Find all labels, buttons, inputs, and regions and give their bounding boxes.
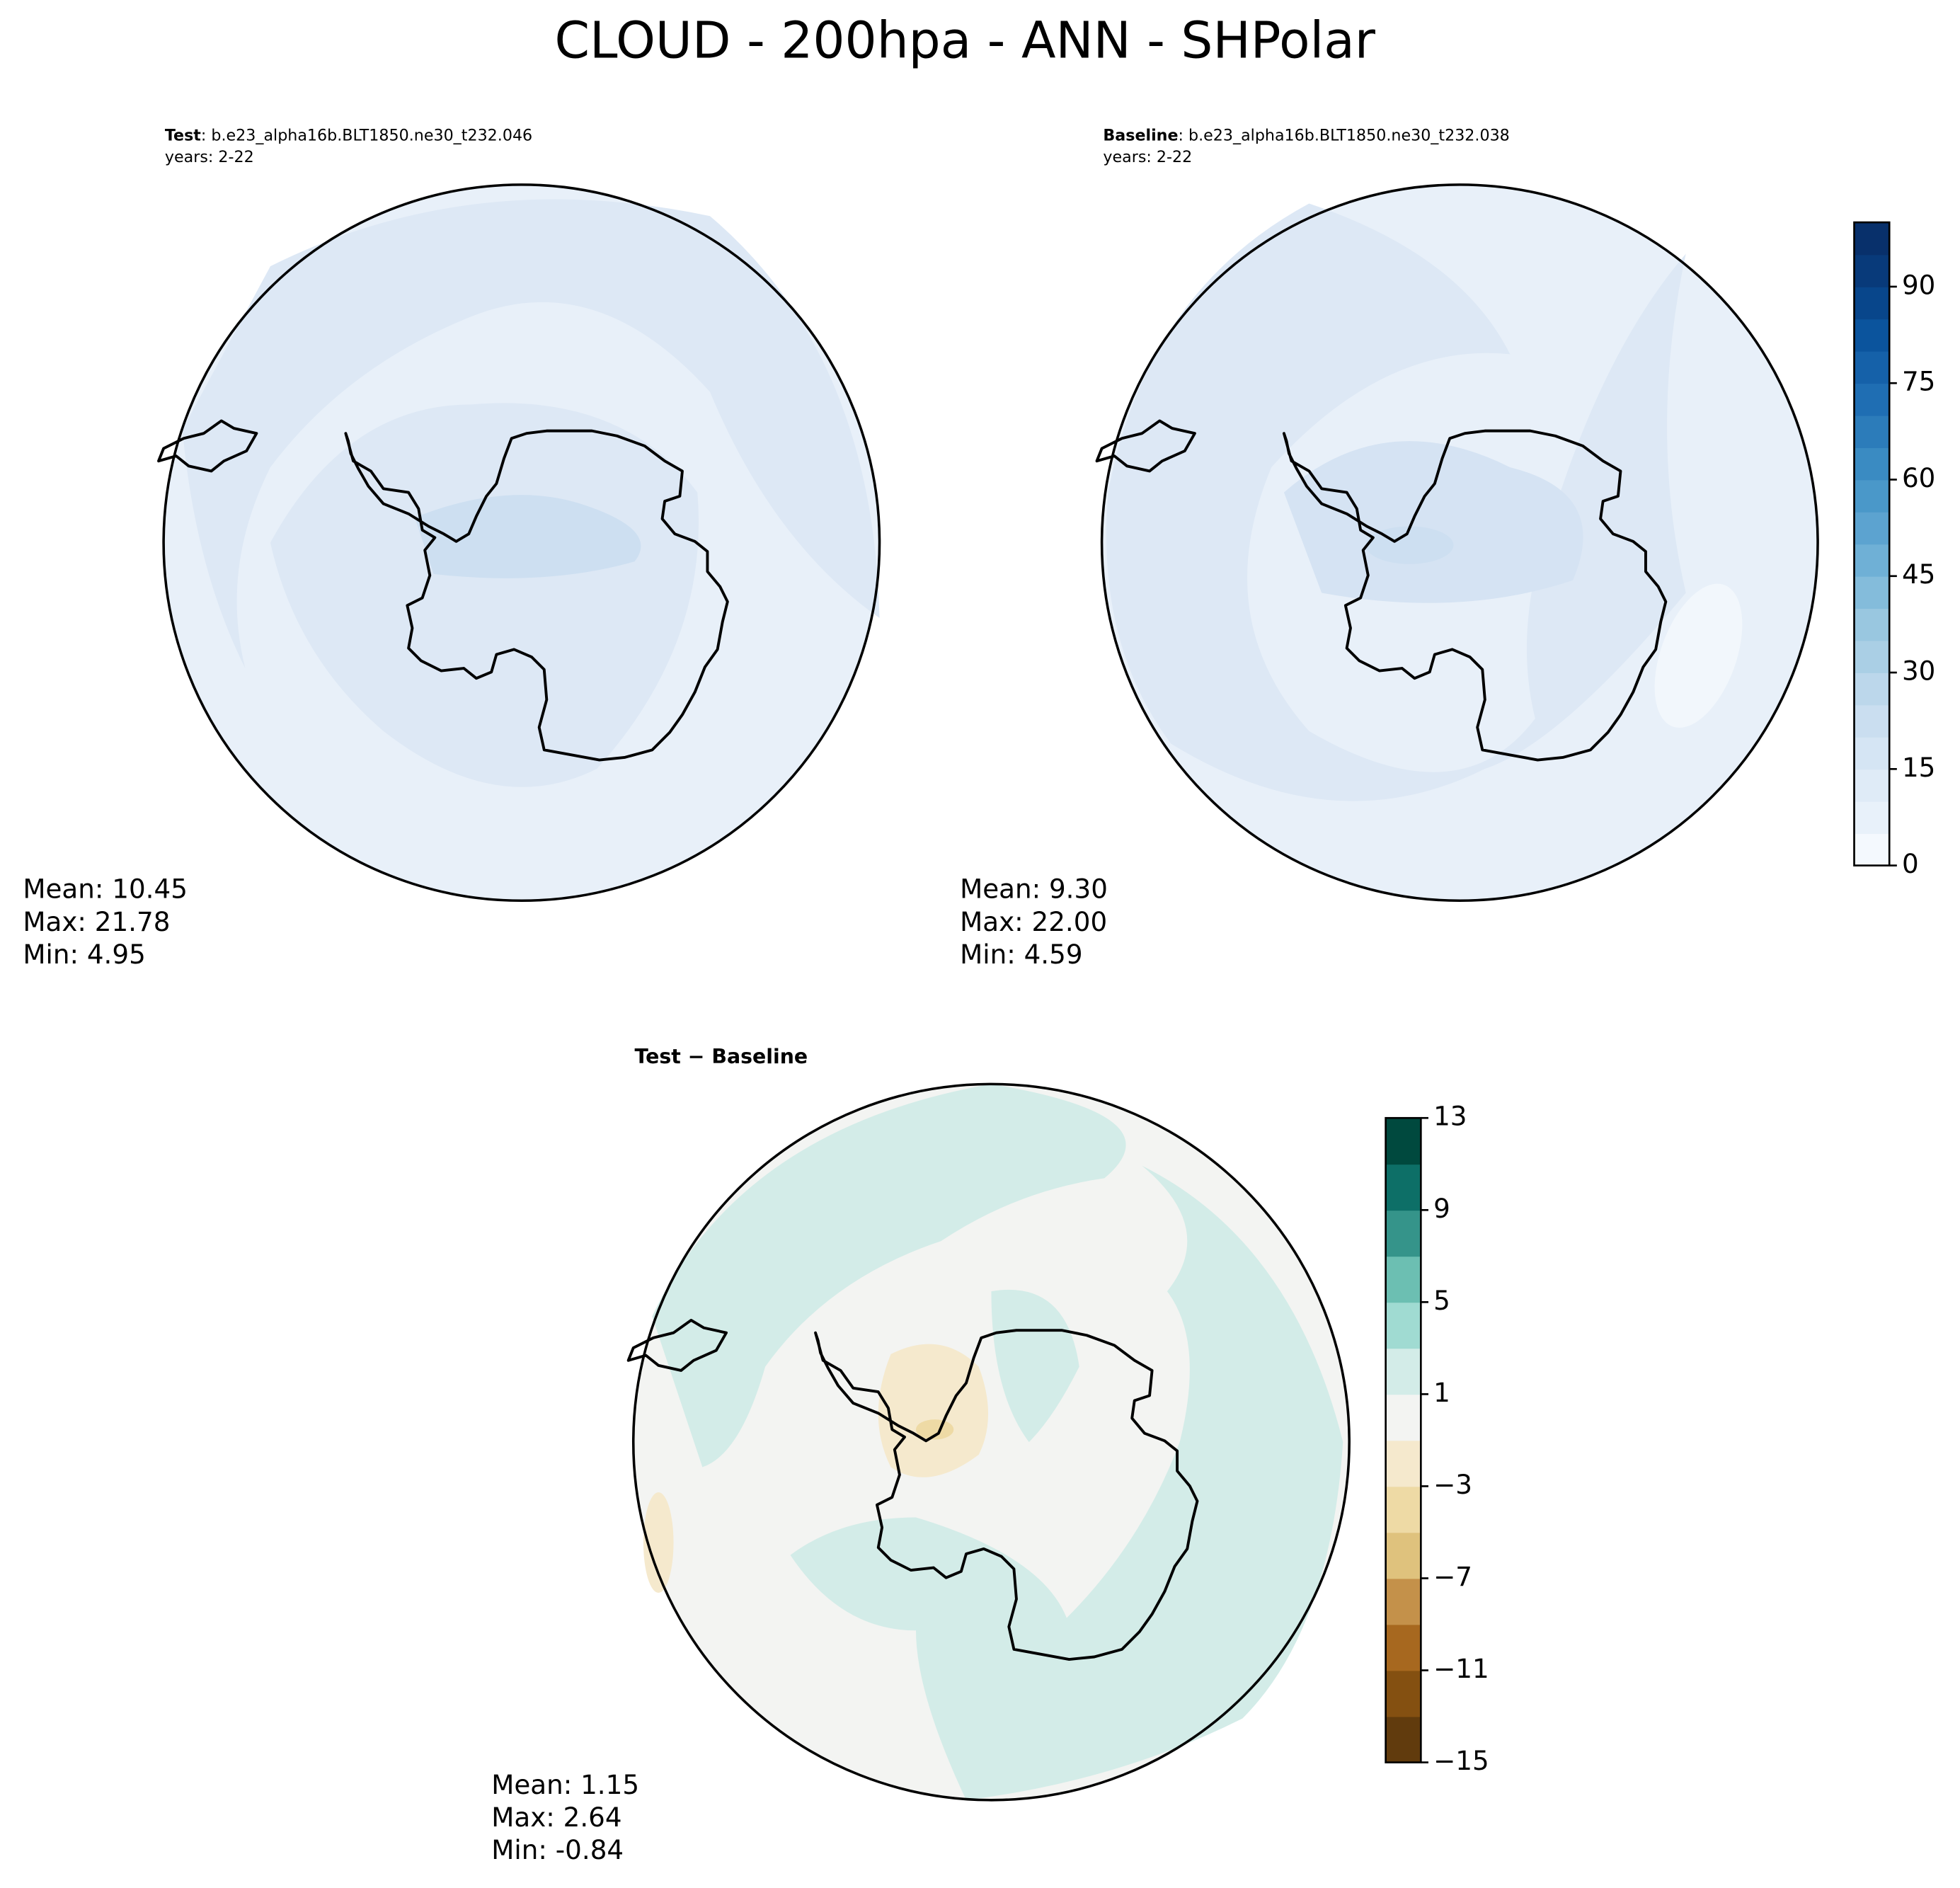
panel-difference: Test − Baseline Mean: 1.15 Max: 2.64 Min… (491, 1045, 1351, 1865)
years: years: 2-22 (165, 148, 254, 166)
colorbar-tick-label: −7 (1433, 1561, 1472, 1592)
stat: Mean: 9.30 (960, 874, 1108, 905)
colorbar-band (1854, 704, 1890, 738)
map (626, 1082, 1351, 1802)
colorbar-frame (1385, 1116, 1422, 1763)
colorbar-band (1854, 222, 1890, 256)
colorbar-tick-label: 30 (1902, 656, 1935, 687)
colorbar-tick-label: −11 (1433, 1653, 1489, 1684)
colorbar-tick-label: 15 (1902, 752, 1935, 783)
colorbar-band (1854, 576, 1890, 610)
colorbar-tick-label: 90 (1902, 269, 1935, 300)
field-contour (1283, 441, 1583, 603)
panel-baseline: Baseline: b.e23_alpha16b.BLT1850.ne30_t2… (960, 127, 1819, 970)
panel-header: Baseline: b.e23_alpha16b.BLT1850.ne30_t2… (1103, 127, 1509, 145)
panel-header: Test: b.e23_alpha16b.BLT1850.ne30_t232.0… (165, 127, 532, 145)
colorbar-band (1854, 254, 1890, 287)
colorbar-band (1854, 769, 1890, 802)
years: years: 2-22 (1103, 148, 1192, 166)
colorbar-band (1385, 1532, 1421, 1579)
stat: Max: 21.78 (23, 906, 170, 937)
colorbar-band (1854, 608, 1890, 641)
field-contour (991, 1289, 1079, 1443)
panel-title: Test − Baseline (635, 1045, 808, 1068)
colorbar-band (1385, 1118, 1421, 1165)
field-contour (270, 403, 699, 787)
panel-test: Test: b.e23_alpha16b.BLT1850.ne30_t232.0… (23, 127, 881, 970)
colorbar-band (1854, 350, 1890, 384)
case-name: : b.e23_alpha16b.BLT1850.ne30_t232.038 (1179, 127, 1510, 145)
stat: Min: 4.59 (960, 939, 1082, 970)
colorbar-tick-label: −15 (1433, 1745, 1489, 1776)
colorbar-band (1385, 1348, 1421, 1395)
field-contour (878, 1344, 989, 1477)
colorbar-band (1854, 833, 1890, 866)
colorbar-band (1854, 447, 1890, 481)
field-contour (652, 1084, 1126, 1468)
colorbar-tick-label: 9 (1433, 1193, 1450, 1224)
colorbar-tick-label: −3 (1433, 1469, 1472, 1500)
colorbar-band (1385, 1670, 1421, 1717)
field-contour (182, 199, 880, 669)
colorbar-tick-label: 60 (1902, 462, 1935, 493)
colorbar-tick-label: 1 (1433, 1377, 1450, 1408)
field-contour (790, 1165, 1343, 1800)
stat: Min: -0.84 (491, 1834, 624, 1865)
colorbar-band (1854, 415, 1890, 448)
colorbar-tick-label: 75 (1902, 366, 1935, 397)
colorbar-band (1385, 1302, 1421, 1349)
field-contour (1106, 203, 1686, 801)
case-name: : b.e23_alpha16b.BLT1850.ne30_t232.046 (201, 127, 532, 145)
colorbar-band (1385, 1624, 1421, 1671)
panel-label: Baseline (1103, 127, 1178, 145)
colorbar-band (1854, 286, 1890, 320)
colorbar-frame (1853, 221, 1891, 866)
colorbar-band (1854, 319, 1890, 352)
colorbar-band (1385, 1440, 1421, 1487)
colorbar-band (1385, 1578, 1421, 1625)
panel-label: Test (165, 127, 201, 145)
figure-title: CLOUD - 200hpa - ANN - SHPolar (555, 11, 1376, 70)
colorbar-tick-label: 0 (1902, 848, 1919, 879)
map-boundary (1100, 183, 1819, 903)
colorbar-band (1854, 640, 1890, 673)
colorbar-band (1385, 1394, 1421, 1441)
colorbar-band (1854, 383, 1890, 416)
map-boundary (162, 183, 881, 903)
field-contour (414, 495, 641, 578)
colorbar-band (1854, 511, 1890, 545)
stat: Mean: 10.45 (23, 874, 188, 905)
map (157, 183, 881, 903)
colorbar-band (1854, 801, 1890, 835)
map (1095, 183, 1819, 903)
colorbar-band (1385, 1210, 1421, 1257)
colorbar-band (1385, 1486, 1421, 1533)
colorbar-tick-label: 13 (1433, 1101, 1467, 1132)
field-contour (1654, 583, 1743, 728)
field-contour (643, 1492, 674, 1594)
colorbar-band (1854, 673, 1890, 706)
colorbar-band (1385, 1256, 1421, 1303)
colorbar-band (1854, 479, 1890, 513)
stat: Max: 2.64 (491, 1802, 621, 1833)
field-contour (916, 1419, 954, 1440)
colorbar-band (1385, 1716, 1421, 1763)
colorbar-band (1385, 1164, 1421, 1211)
colorbar-band (1854, 544, 1890, 577)
stat: Mean: 1.15 (491, 1769, 639, 1800)
colorbar-band (1854, 736, 1890, 770)
stat: Min: 4.95 (23, 939, 145, 970)
colorbar-tick-label: 45 (1902, 559, 1935, 590)
colorbar-tick-label: 5 (1433, 1285, 1450, 1316)
map-boundary (631, 1082, 1351, 1802)
stat: Max: 22.00 (960, 906, 1107, 937)
